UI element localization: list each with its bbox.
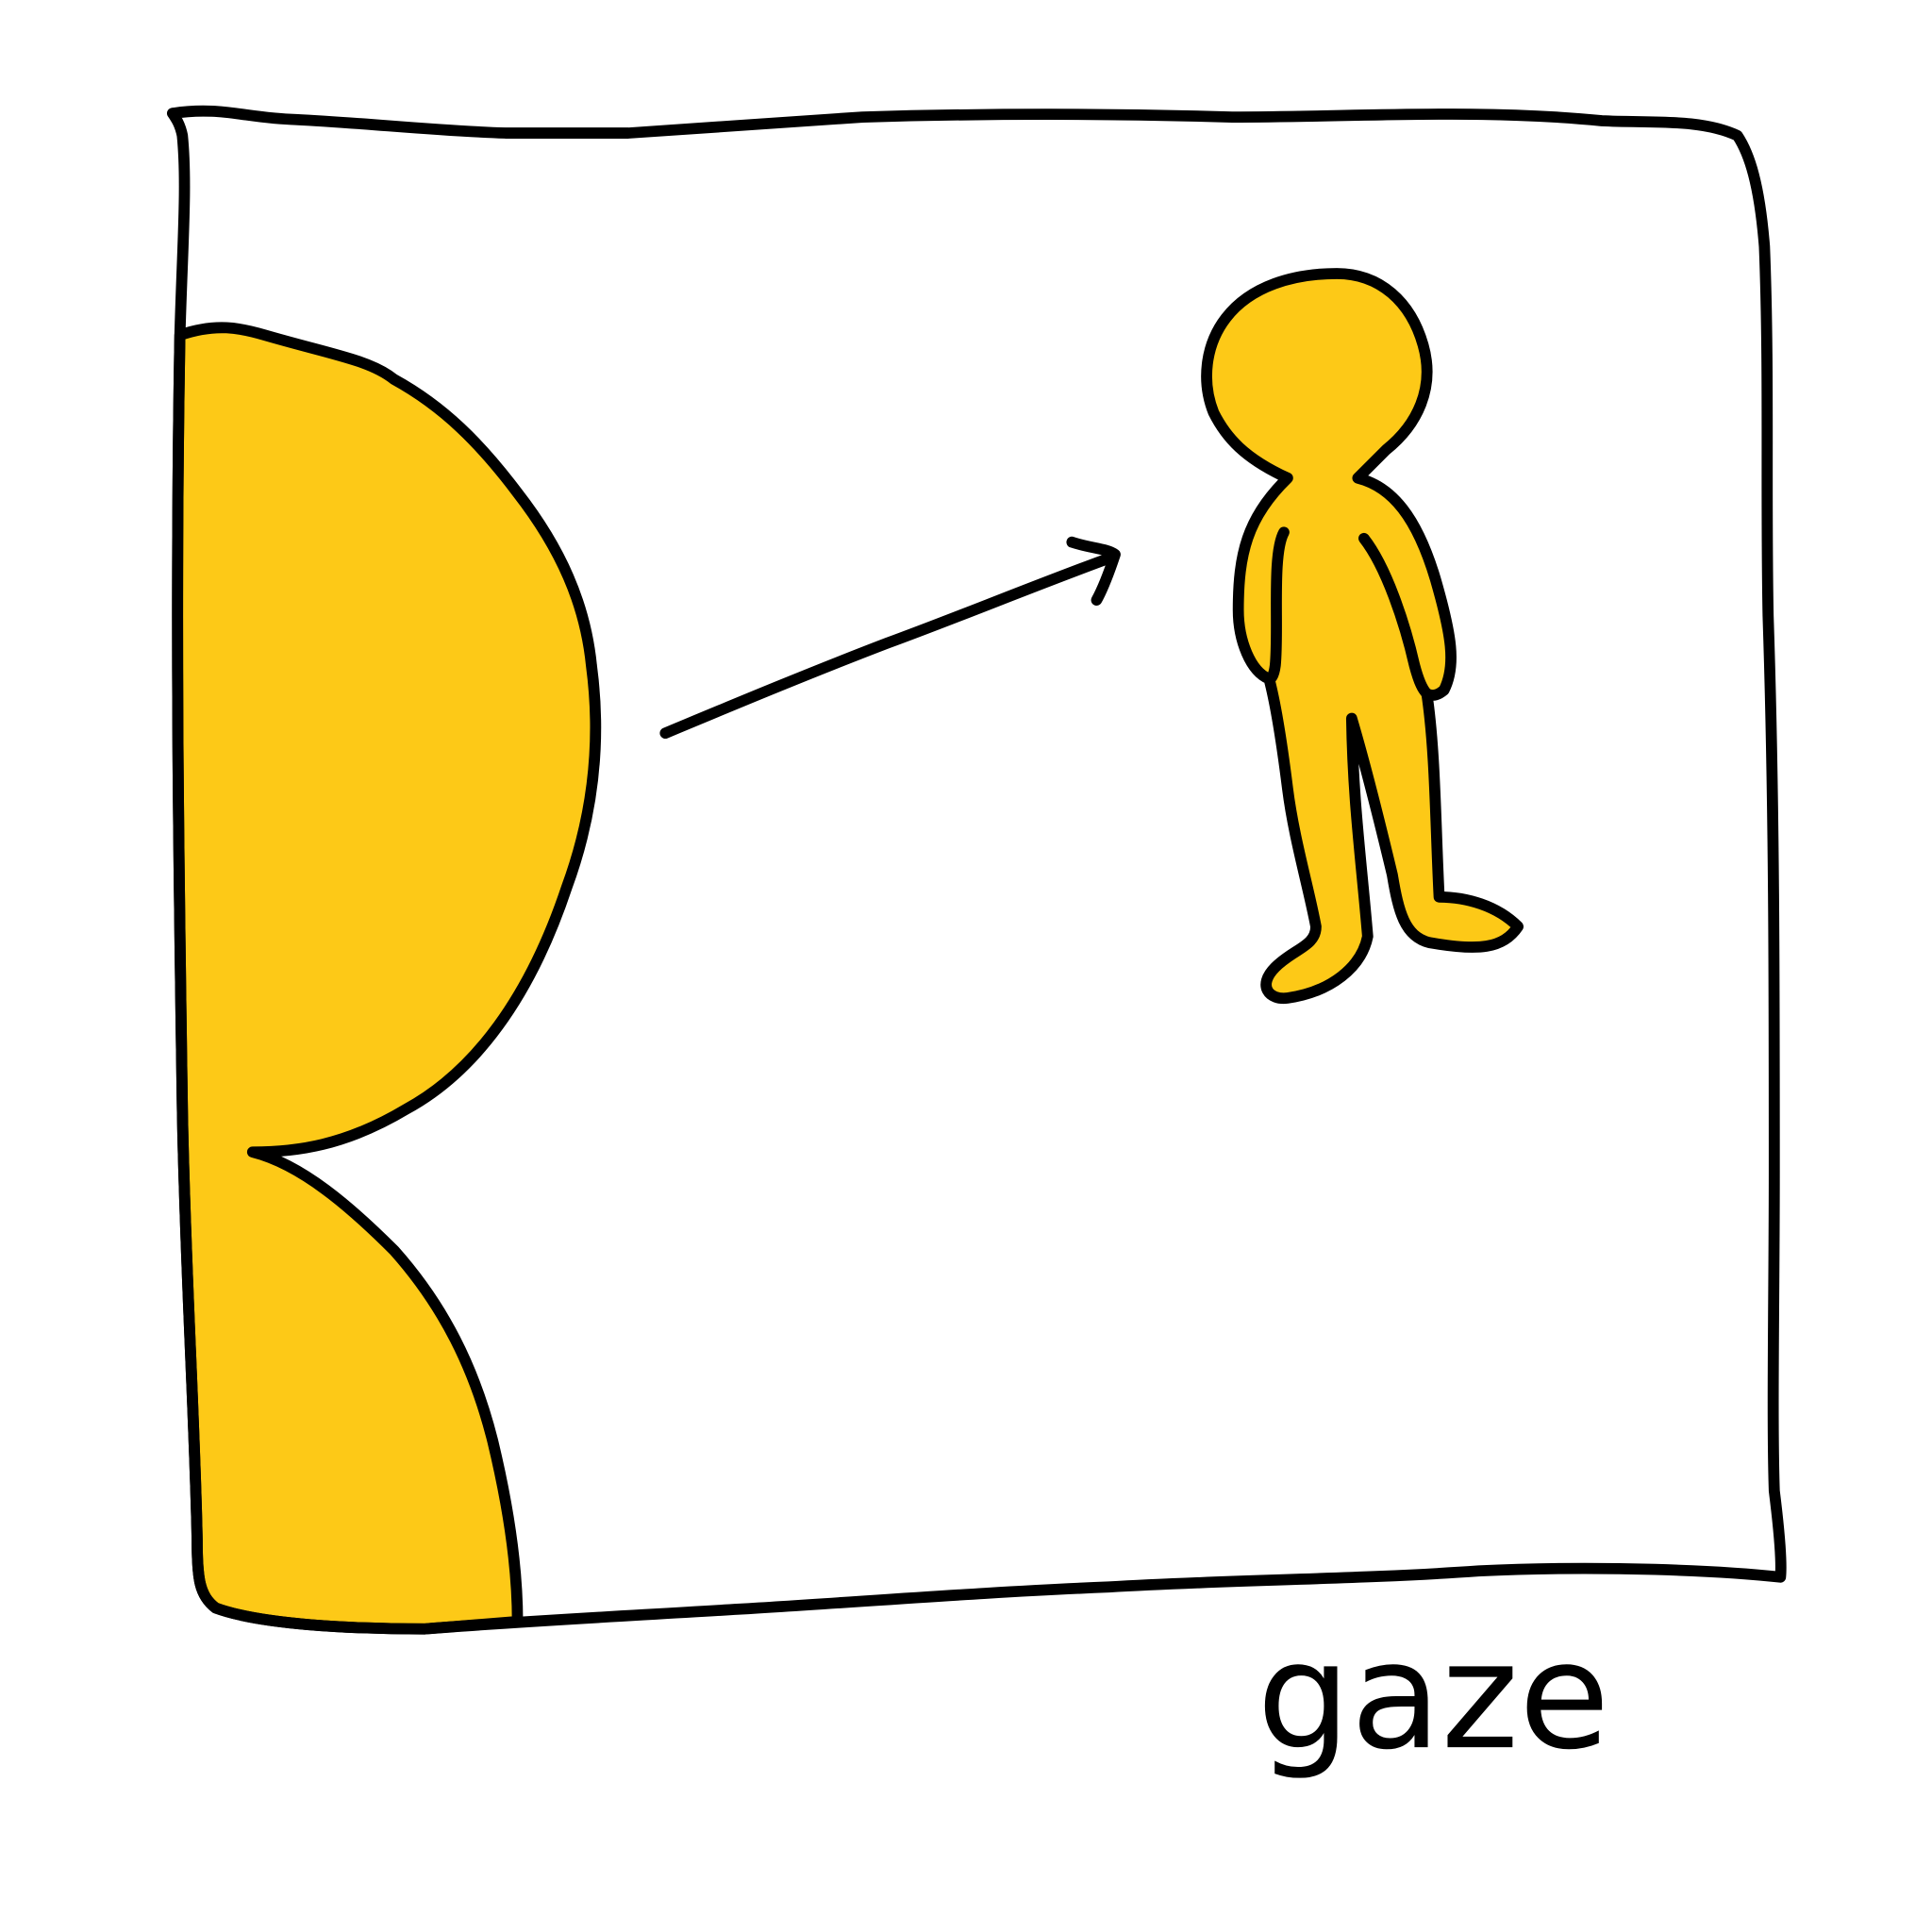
- person: [1201, 268, 1524, 1005]
- person-arm-right: [1357, 532, 1433, 700]
- caption: gaze: [1257, 1610, 1609, 1782]
- arrow-shaft: [659, 551, 1119, 740]
- yellow-shape: [172, 322, 602, 1635]
- arrow-head: [1066, 536, 1121, 606]
- person-arm-left: [1263, 526, 1290, 685]
- frame: [166, 105, 1787, 1635]
